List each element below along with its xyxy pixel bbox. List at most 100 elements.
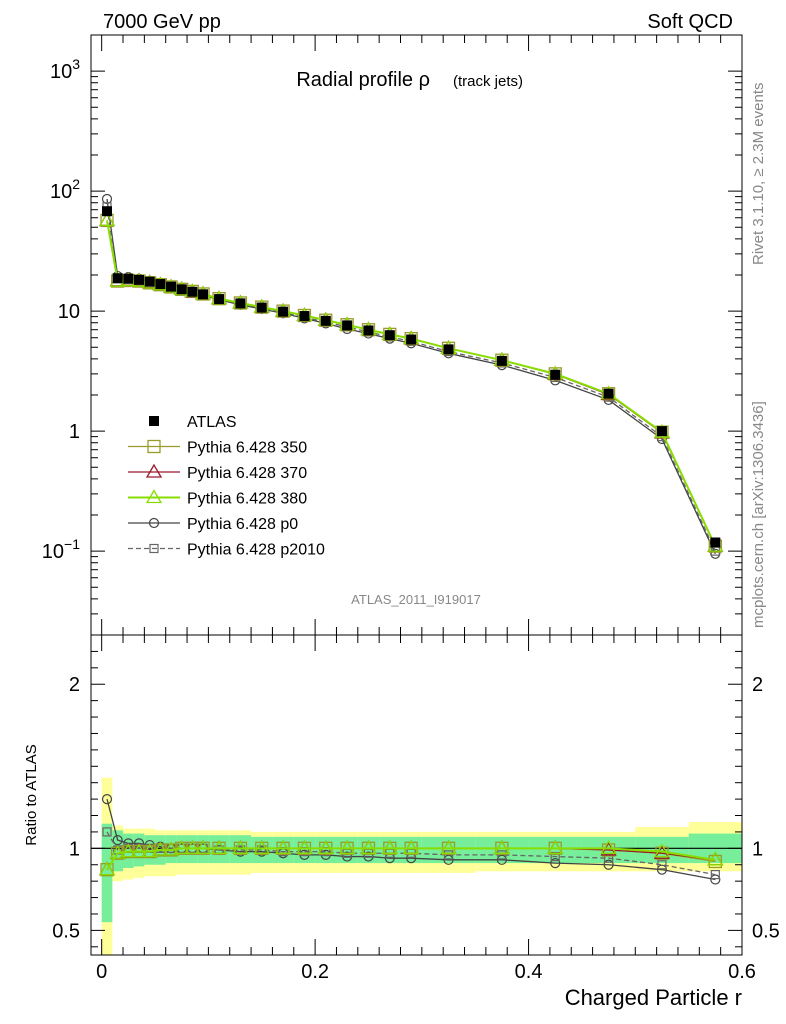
header-right: Soft QCD — [647, 11, 733, 33]
ratio-point-p0 — [656, 864, 668, 875]
legend-marker-p2010 — [149, 543, 159, 554]
ratio-point-p380 — [210, 840, 228, 854]
legend-label-p370: Pythia 6.428 370 — [187, 465, 307, 482]
ratio-point-p380 — [317, 840, 334, 854]
band-inner-bin — [112, 830, 124, 872]
point-p380 — [98, 212, 116, 227]
main-panel: 10−1 1 10 102 103 Radial profile ρ (track je… — [42, 34, 743, 636]
ratio-point-p380 — [141, 843, 158, 858]
ratio-y-tick-label-right: 2 — [752, 674, 763, 696]
band-inner-bin — [101, 823, 113, 923]
legend-entry-p350: Pythia 6.428 350 — [128, 440, 307, 457]
ratio-point-p380 — [493, 840, 511, 854]
legend-entry-p2010: Pythia 6.428 p2010 — [128, 542, 325, 559]
point-atlas — [384, 330, 395, 341]
point-atlas — [710, 537, 721, 548]
point-atlas — [320, 315, 331, 326]
ratio-plot-area — [91, 777, 742, 955]
point-atlas — [363, 325, 374, 336]
point-atlas — [187, 286, 198, 297]
point-atlas — [134, 274, 145, 285]
ratio-point-p380 — [184, 840, 201, 854]
x-axis-label: Charged Particle r — [565, 985, 742, 1010]
ratio-point-p380 — [194, 840, 212, 854]
ratio-point-p380 — [274, 840, 292, 854]
ratio-point-p2010 — [710, 869, 720, 880]
ratio-point-p380 — [173, 840, 190, 854]
point-atlas — [123, 273, 134, 284]
source-reference-label: mcplots.cern.ch [arXiv:1306.3436] — [750, 401, 767, 628]
ratio-axes: 0.5 0.5 1 1 2 2 0 0.2 0.4 0.6 — [52, 635, 780, 983]
ratio-point-p380 — [653, 843, 671, 858]
legend-marker-atlas — [149, 416, 159, 426]
y-tick-label: 103 — [50, 56, 80, 83]
ratio-point-p380 — [338, 840, 356, 854]
ratio-line-p2010 — [106, 831, 716, 876]
ratio-point-p2010 — [102, 827, 112, 837]
y-tick-label: 10−1 — [42, 536, 80, 563]
ratio-point-p380 — [130, 843, 148, 858]
x-tick-label: 0.4 — [515, 961, 543, 983]
point-atlas — [256, 302, 267, 313]
ratio-y-tick-label-right: 1 — [752, 838, 763, 860]
ratio-point-p380 — [360, 840, 377, 854]
legend-entry-p0: Pythia 6.428 p0 — [128, 516, 298, 533]
point-atlas — [406, 334, 417, 345]
legend-marker-p380 — [145, 489, 163, 504]
legend-marker-p370 — [145, 463, 163, 478]
ratio-point-p0 — [101, 794, 113, 805]
point-atlas — [299, 311, 310, 322]
ratio-point-p380 — [152, 841, 169, 856]
legend-label-atlas: ATLAS — [187, 414, 237, 431]
y-tick-label: 1 — [69, 421, 80, 443]
legend-label-p2010: Pythia 6.428 p2010 — [187, 542, 325, 559]
legend-label-p380: Pythia 6.428 380 — [187, 491, 307, 508]
band-inner-bin — [272, 836, 294, 864]
ratio-line-p380 — [106, 847, 716, 871]
header-left: 7000 GeV pp — [103, 11, 221, 33]
x-tick-label: 0.2 — [301, 961, 329, 983]
point-atlas — [443, 344, 454, 355]
point-atlas — [102, 206, 113, 217]
ratio-point-p380 — [120, 843, 137, 858]
ratio-frame — [90, 634, 743, 956]
ratio-point-p380 — [162, 841, 180, 856]
y-tick-label: 102 — [50, 176, 80, 203]
ratio-point-p380 — [600, 840, 617, 854]
ratio-point-p380 — [253, 840, 270, 854]
point-atlas — [155, 279, 166, 290]
legend-label-p350: Pythia 6.428 350 — [187, 440, 307, 457]
main-y-axis: 10−1 1 10 102 103 — [42, 34, 743, 636]
ratio-point-p380 — [707, 851, 724, 866]
point-atlas — [112, 273, 123, 284]
point-atlas — [342, 320, 353, 331]
ratio-point-p380 — [109, 844, 126, 859]
point-atlas — [214, 294, 225, 305]
ratio-point-p0 — [112, 835, 123, 846]
series-atlas — [102, 206, 721, 548]
ratio-point-p380 — [381, 840, 398, 854]
ratio-point-p0 — [550, 858, 561, 869]
point-p0 — [101, 193, 113, 205]
ratio-point-p380 — [232, 840, 249, 854]
point-atlas — [278, 306, 289, 317]
uncertainty-band-outer — [101, 777, 742, 955]
rivet-version-label: Rivet 3.1.10, ≥ 2.3M events — [750, 83, 767, 266]
ratio-point-p380 — [403, 840, 420, 854]
plot-title: Radial profile ρ — [296, 69, 430, 91]
y-tick-label: 10 — [58, 301, 80, 323]
band-inner-bin — [400, 836, 422, 864]
ratio-point-p2010 — [550, 851, 560, 862]
ratio-point-p0 — [710, 874, 721, 885]
ratio-point-p380 — [296, 840, 313, 854]
main-plot-area — [98, 193, 724, 559]
point-atlas — [656, 426, 667, 437]
point-atlas — [166, 281, 177, 292]
ratio-point-p2010 — [657, 860, 667, 870]
ratio-y-tick-label-left: 1 — [69, 838, 80, 860]
ratio-y-tick-label-left: 2 — [69, 674, 80, 696]
ratio-point-p350 — [708, 854, 722, 869]
point-atlas — [235, 298, 246, 309]
ratio-series-p380 — [98, 840, 724, 876]
plot-subtitle: (track jets) — [453, 73, 523, 90]
